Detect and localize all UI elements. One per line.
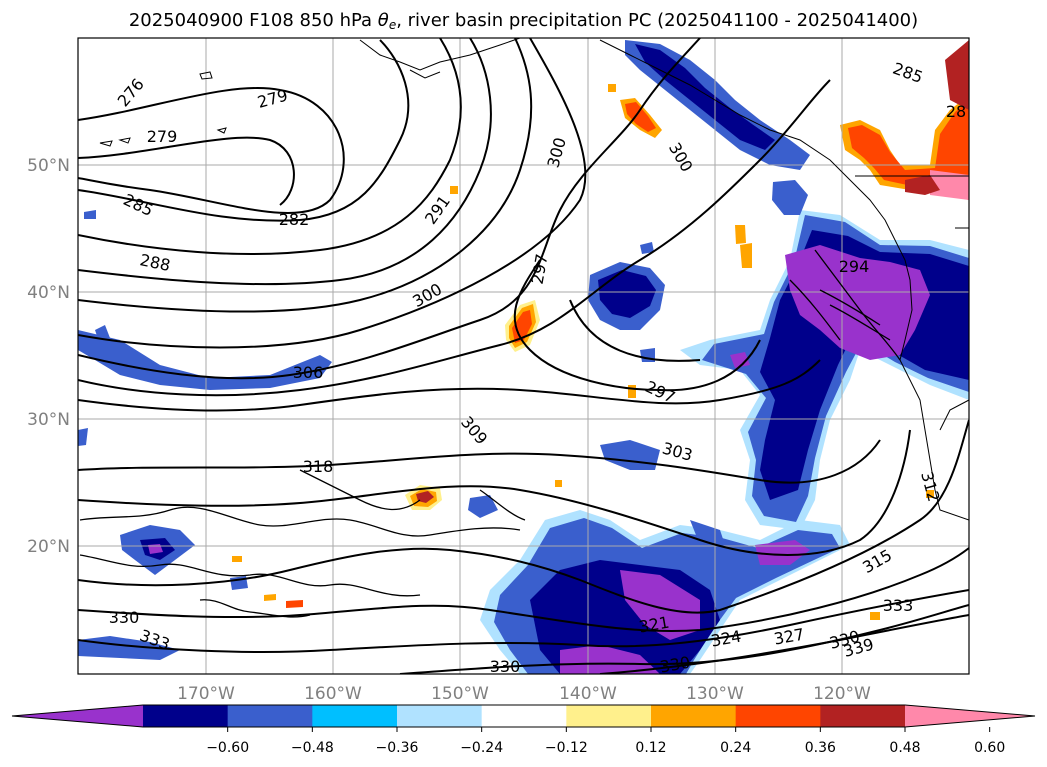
contour-label: 333: [883, 596, 914, 615]
longitude-labels: 170°W 160°W 150°W 140°W 130°W 120°W: [177, 684, 871, 704]
lat-label-40n: 40°N: [27, 283, 70, 303]
contour-label: 309: [457, 413, 491, 449]
lat-label-30n: 30°N: [27, 410, 70, 430]
map-title: 2025040900 F108 850 hPa θe, river basin …: [0, 10, 1047, 32]
contour-label: 324: [709, 627, 742, 651]
colorbar-tick-label: −0.12: [545, 740, 588, 756]
contour-label: 303: [660, 439, 694, 465]
shade-positive-patches: [232, 40, 969, 620]
contour-label: 297: [528, 252, 552, 285]
contour-label: 285: [890, 59, 925, 87]
contour-labels: 276 279 279 285 282 288 291 300 300 300 …: [109, 59, 966, 677]
lon-label-170w: 170°W: [177, 684, 235, 704]
lat-label-50n: 50°N: [27, 156, 70, 176]
lon-label-160w: 160°W: [304, 684, 362, 704]
colorbar-ticks: −0.60 −0.48 −0.36 −0.24 −0.12 0.12 0.24 0.36 0.4…: [206, 727, 1005, 756]
colorbar-segment: [566, 705, 652, 727]
colorbar-tick-label: 0.60: [974, 740, 1005, 756]
colorbar-outline: [11, 704, 1036, 728]
colorbar-segment: [397, 705, 483, 727]
coastlines: [99, 38, 969, 521]
colorbar-segment: [651, 705, 737, 727]
contour-label: 330: [109, 608, 140, 627]
lat-label-20n: 20°N: [27, 537, 70, 557]
colorbar-segment: [143, 705, 229, 727]
lon-label-120w: 120°W: [813, 684, 871, 704]
colorbar-tick-label: −0.36: [376, 740, 419, 756]
colorbar-tick-label: −0.48: [291, 740, 334, 756]
colorbar-segment: [227, 705, 313, 727]
colorbar-tick-label: 0.24: [720, 740, 751, 756]
colorbar-segment: [312, 705, 398, 727]
lon-label-130w: 130°W: [686, 684, 744, 704]
contour-label: 282: [279, 210, 310, 229]
contour-label: 28: [946, 102, 966, 121]
shade-small-patches: [78, 40, 810, 674]
contour-label: 288: [138, 250, 172, 275]
contour-label: 318: [303, 457, 334, 476]
colorbar-segment: [481, 705, 567, 727]
colorbar-extend-max: [905, 705, 1035, 727]
contour-label: 285: [120, 190, 156, 220]
colorbar-segment: [820, 705, 906, 727]
colorbar-extend-min: [12, 705, 143, 727]
contour-label: 306: [293, 363, 324, 382]
colorbar-tick-label: 0.48: [889, 740, 920, 756]
theta-e-contours-thin: [79, 249, 901, 618]
colorbar-segments: [12, 705, 1035, 727]
contour-label: 312: [917, 469, 943, 503]
title-prefix: 2025040900 F108 850 hPa: [128, 10, 378, 31]
colorbar-tick-label: 0.12: [635, 740, 666, 756]
colorbar-tick-label: −0.60: [206, 740, 249, 756]
lon-label-140w: 140°W: [559, 684, 617, 704]
plot-frame: [77, 37, 970, 675]
title-theta-subscript: e: [388, 18, 397, 32]
contour-label: 279: [147, 127, 178, 146]
contour-label: 330: [490, 657, 521, 676]
contour-label: 315: [859, 545, 895, 577]
contour-label: 276: [114, 75, 148, 111]
colorbar-tick-label: 0.36: [805, 740, 836, 756]
contour-label: 279: [255, 86, 289, 112]
theta-e-contours: [78, 38, 969, 674]
precipitation-shading: [78, 40, 969, 674]
contour-label: 300: [665, 139, 697, 175]
contour-label: 294: [839, 257, 870, 276]
latitude-labels: 50°N 40°N 30°N 20°N: [27, 156, 70, 557]
lon-label-150w: 150°W: [431, 684, 489, 704]
colorbar-segment: [735, 705, 821, 727]
colorbar-tick-label: −0.24: [460, 740, 503, 756]
colorbar: −0.60 −0.48 −0.36 −0.24 −0.12 0.12 0.24 0.36 0.4…: [11, 704, 1036, 756]
contour-label: 327: [772, 625, 805, 649]
title-theta: θ: [377, 10, 389, 31]
title-suffix: , river basin precipitation PC (20250411…: [396, 10, 919, 31]
